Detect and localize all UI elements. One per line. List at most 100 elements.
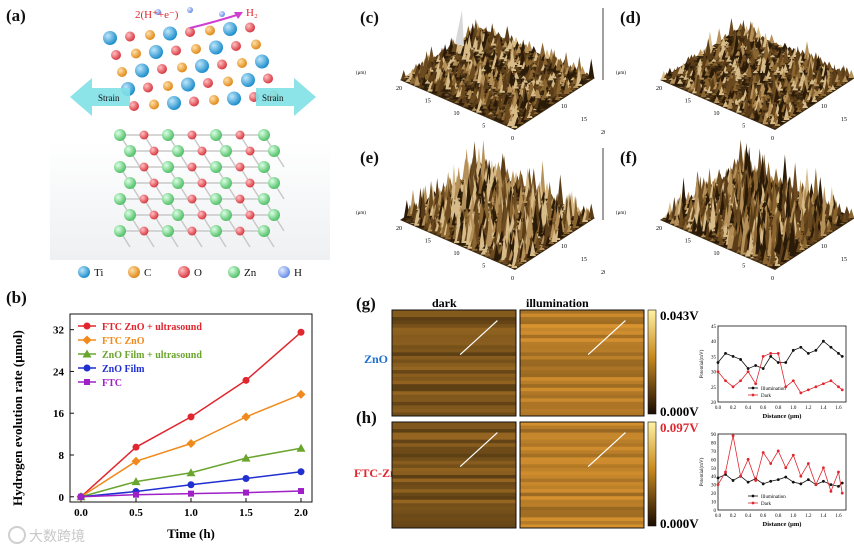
afm-peak [462, 215, 469, 224]
c-atom [117, 67, 127, 77]
kpfm-stripe [392, 446, 516, 451]
kpfm-stripe [392, 439, 516, 444]
line-profile-marker [459, 320, 498, 355]
afm-peak [530, 100, 537, 107]
afm-peak [749, 256, 756, 259]
afm-axis-tick: 0 [511, 276, 514, 282]
afm-peak [502, 71, 509, 91]
afm-peak [786, 254, 793, 259]
afm-peak [539, 42, 546, 57]
afm-peak [796, 90, 803, 93]
afm-peak [781, 86, 788, 93]
data-point [761, 482, 765, 486]
afm-peak [545, 90, 552, 97]
data-point [716, 476, 720, 480]
data-point [784, 385, 788, 389]
afm-peak [467, 88, 474, 90]
afm-peak [729, 69, 736, 74]
afm-peak [515, 83, 522, 87]
afm-peak [810, 84, 817, 89]
afm-axis-tick: 10 [714, 251, 720, 257]
line-profile-marker [459, 432, 498, 467]
kpfm-stripe [520, 436, 644, 441]
data-point [724, 351, 727, 355]
afm-peak [499, 44, 506, 50]
kpfm-zno-dark [391, 309, 517, 417]
afm-peak [762, 75, 769, 81]
kpfm-stripe [520, 503, 644, 508]
afm-unit-label: (μm) [356, 211, 366, 216]
zn-atom [114, 129, 126, 141]
zn-atom [114, 161, 126, 173]
zn-atom [162, 225, 174, 237]
afm-peak [751, 62, 758, 70]
afm-peak [481, 48, 488, 52]
data-point [754, 479, 758, 482]
afm-peak [804, 41, 811, 59]
kpfm-stripe [520, 373, 644, 378]
afm-peak [691, 88, 698, 94]
afm-peak [459, 80, 466, 100]
data-point [791, 453, 795, 457]
afm-peak [768, 214, 775, 217]
afm-peak [713, 44, 720, 46]
afm-peak [749, 52, 756, 66]
column-label-dark: dark [432, 296, 457, 310]
y-tick-label: 30 [711, 484, 717, 489]
kpfm-stripe [520, 450, 644, 455]
data-point [829, 345, 833, 349]
kpfm-frame [519, 309, 645, 417]
afm-peak [762, 32, 769, 48]
kpfm-stripe [520, 489, 644, 494]
c-atom [131, 48, 141, 59]
x-tick-label: 0.8 [775, 514, 782, 519]
afm-peak [504, 25, 511, 42]
zn-atom [258, 129, 270, 141]
afm-peak [845, 79, 852, 81]
afm-peak [711, 92, 718, 96]
data-point [297, 468, 305, 476]
data-point [784, 475, 788, 479]
data-point [241, 412, 251, 422]
afm-peak [465, 175, 472, 212]
afm-axis-tick: 20 [396, 226, 402, 232]
afm-peak [805, 245, 812, 247]
kpfm-stripe [520, 324, 644, 329]
afm-peak [734, 81, 741, 86]
ti-atom [227, 91, 241, 106]
data-point [784, 466, 788, 470]
afm-peak [737, 140, 744, 170]
afm-peak [767, 82, 774, 83]
y-tick-label: 45 [711, 325, 717, 330]
reaction-arrowhead-icon [234, 12, 243, 19]
afm-peak [678, 87, 685, 88]
afm-axis-tick: 5 [801, 231, 804, 237]
afm-peak [447, 68, 454, 74]
kpfm-stripe [392, 489, 516, 494]
kpfm-stripe [392, 492, 516, 497]
afm-peak [709, 99, 716, 102]
afm-peak [807, 61, 814, 81]
afm-peak [792, 162, 799, 197]
data-point [724, 470, 727, 474]
data-point [814, 348, 818, 352]
data-point [739, 358, 742, 361]
data-point [761, 355, 765, 358]
c-atom [251, 39, 261, 50]
kpfm-stripe [520, 398, 644, 403]
zno-color-scale [647, 309, 657, 415]
series-0: Illumination [716, 339, 844, 392]
afm-peak [515, 45, 522, 54]
afm-axis-tick: 20 [656, 86, 662, 92]
o-atom [143, 82, 153, 93]
afm-peak [542, 78, 549, 89]
data-point [746, 370, 750, 373]
x-tick-label: 0.6 [760, 514, 767, 519]
afm-peak [738, 73, 745, 78]
afm-peak [529, 240, 536, 257]
afm-peak [780, 120, 787, 123]
kpfm-stripe [520, 391, 644, 396]
kpfm-stripe [520, 313, 644, 318]
afm-peak [711, 231, 718, 236]
afm-axis-tick: 20 [601, 270, 605, 276]
